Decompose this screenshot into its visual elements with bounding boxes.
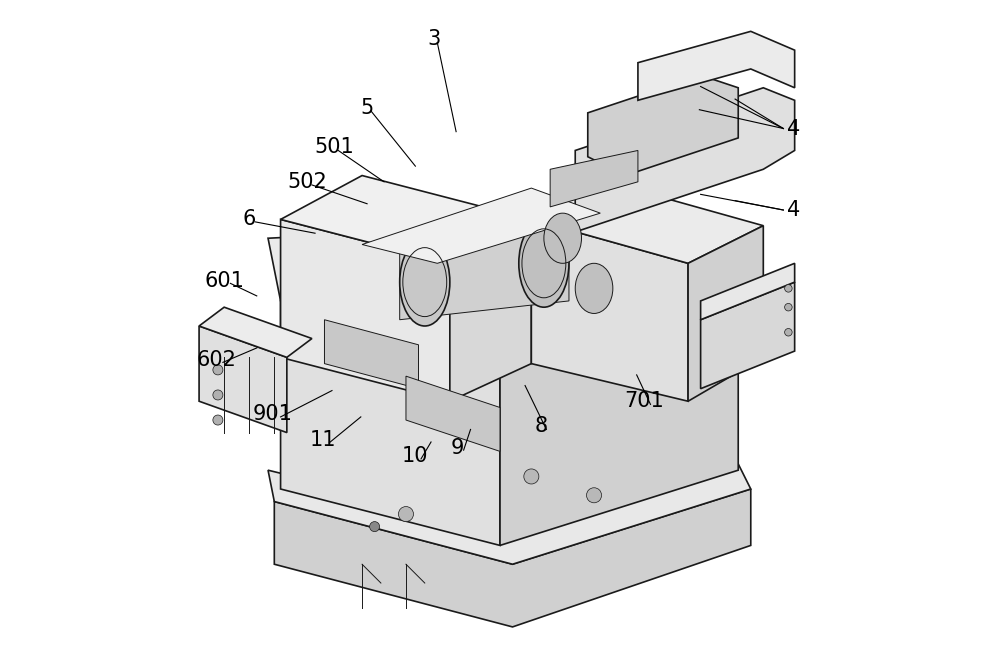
Text: 601: 601 xyxy=(204,271,244,291)
Ellipse shape xyxy=(575,263,613,314)
Polygon shape xyxy=(281,175,531,263)
Polygon shape xyxy=(199,326,287,432)
Circle shape xyxy=(524,469,539,484)
Text: 6: 6 xyxy=(243,209,256,230)
Polygon shape xyxy=(701,263,795,319)
Polygon shape xyxy=(362,188,600,263)
Polygon shape xyxy=(274,489,751,627)
Polygon shape xyxy=(701,282,795,389)
Polygon shape xyxy=(688,226,763,401)
Polygon shape xyxy=(268,464,751,564)
Polygon shape xyxy=(281,220,450,401)
Circle shape xyxy=(370,522,380,531)
Polygon shape xyxy=(575,88,795,232)
Circle shape xyxy=(785,285,792,292)
Ellipse shape xyxy=(544,213,582,263)
Text: 9: 9 xyxy=(451,437,464,458)
Ellipse shape xyxy=(519,220,569,307)
Polygon shape xyxy=(268,226,738,357)
Polygon shape xyxy=(531,182,763,263)
Text: 10: 10 xyxy=(401,447,428,466)
Polygon shape xyxy=(500,282,738,546)
Text: 4: 4 xyxy=(787,119,800,138)
Polygon shape xyxy=(400,226,569,319)
Text: 11: 11 xyxy=(310,430,336,450)
Text: 5: 5 xyxy=(360,98,374,119)
Polygon shape xyxy=(324,319,418,389)
Text: 502: 502 xyxy=(287,172,327,192)
Circle shape xyxy=(785,329,792,336)
Circle shape xyxy=(785,303,792,311)
Polygon shape xyxy=(531,220,688,401)
Circle shape xyxy=(213,415,223,425)
Text: 501: 501 xyxy=(314,138,354,157)
Circle shape xyxy=(398,507,413,522)
Polygon shape xyxy=(199,307,312,357)
Text: 4: 4 xyxy=(787,200,800,220)
Text: 901: 901 xyxy=(253,404,293,424)
Circle shape xyxy=(213,390,223,400)
Text: 701: 701 xyxy=(624,391,664,411)
Polygon shape xyxy=(281,301,500,546)
Polygon shape xyxy=(588,75,738,175)
Circle shape xyxy=(587,488,602,503)
Polygon shape xyxy=(450,220,531,401)
Text: 602: 602 xyxy=(197,350,237,370)
Ellipse shape xyxy=(400,238,450,326)
Text: 3: 3 xyxy=(428,29,441,49)
Polygon shape xyxy=(406,376,500,451)
Circle shape xyxy=(213,365,223,375)
Polygon shape xyxy=(550,151,638,207)
Polygon shape xyxy=(638,31,795,100)
Text: 8: 8 xyxy=(534,417,547,436)
